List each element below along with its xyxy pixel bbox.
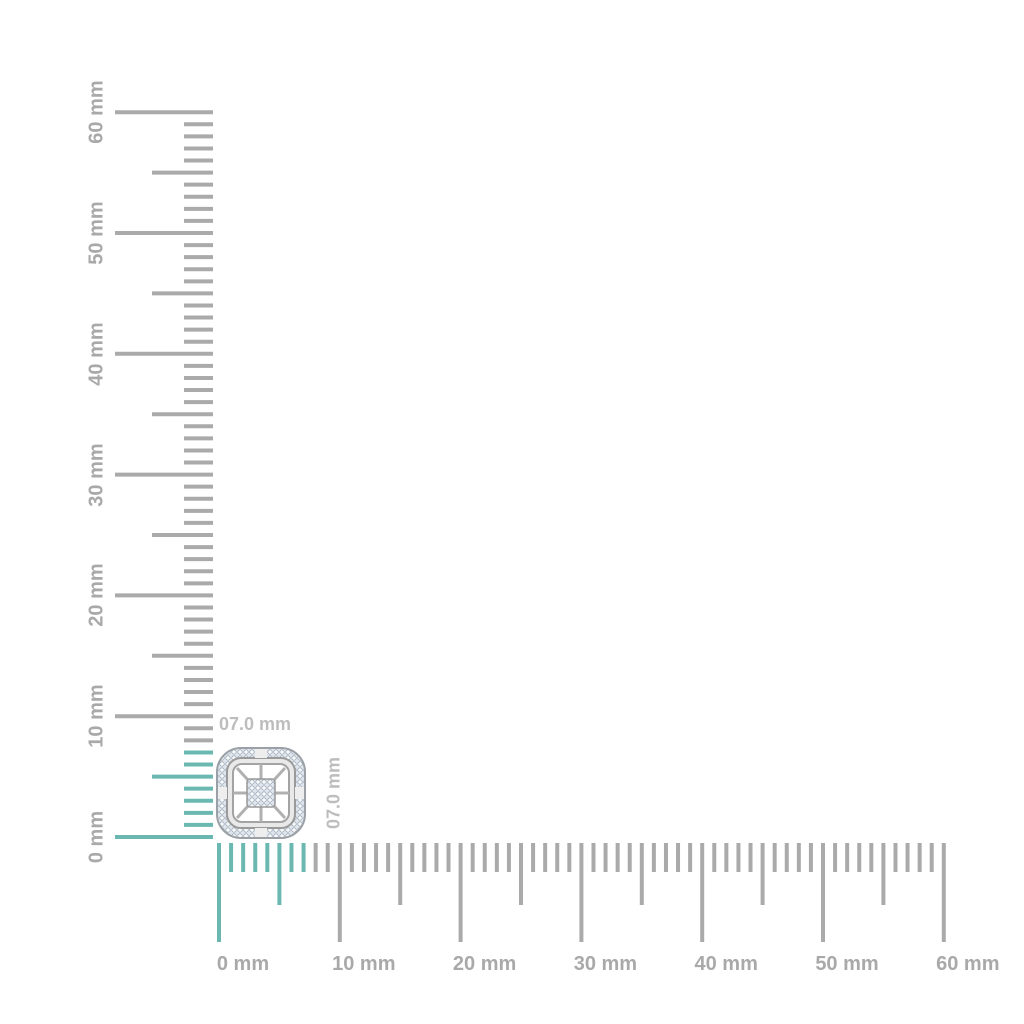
vertical-ruler-label: 60 mm [85,80,108,144]
horizontal-ruler-label: 40 mm [694,953,758,975]
vertical-ruler-label: 40 mm [85,322,108,386]
horizontal-ruler-label: 50 mm [815,953,879,975]
product-width-label: 07.0 mm [219,714,292,734]
horizontal-ruler-label: 0 mm [216,953,270,975]
earring-image [216,747,306,839]
vertical-ruler-label: 10 mm [85,684,108,748]
product-height-label: 07.0 mm [323,756,344,830]
vertical-ruler-label: 0 mm [85,810,108,864]
vertical-ruler-label: 20 mm [85,563,108,628]
horizontal-ruler-label: 30 mm [573,953,638,975]
horizontal-ruler-label: 10 mm [332,953,396,975]
vertical-ruler-label: 30 mm [85,442,108,507]
horizontal-ruler-label: 20 mm [452,953,517,975]
horizontal-ruler-label: 60 mm [936,953,1000,975]
vertical-ruler-label: 50 mm [85,201,108,265]
